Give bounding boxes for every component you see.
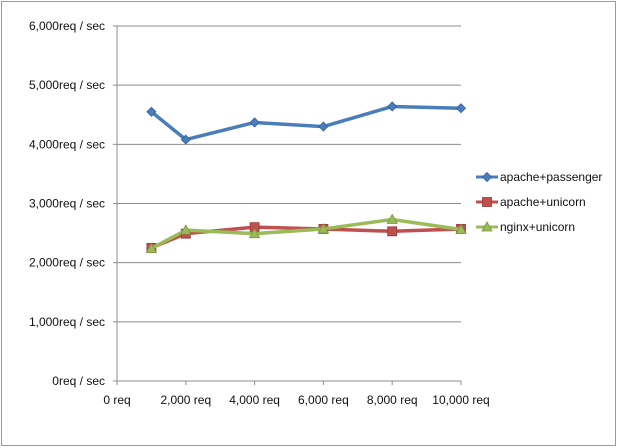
series-line [150, 217, 462, 251]
y-tick-label: 0req / sec [52, 374, 105, 388]
x-tick-label: 8,000 req [367, 393, 418, 407]
data-point [145, 242, 158, 253]
data-point [249, 117, 260, 128]
data-point [146, 106, 157, 117]
data-point [318, 121, 329, 132]
x-tick-label: 10,000 req [432, 393, 489, 407]
legend-marker [482, 197, 492, 207]
x-tick-label: 0 req [103, 393, 130, 407]
series-group [145, 101, 467, 253]
legend: apache+passenger apache+unicorn nginx+unic… [476, 170, 602, 234]
y-axis-ticks: 0req / sec 1,000req / sec 2,000req / sec 3,… [29, 19, 105, 388]
series-line [150, 225, 462, 250]
y-tick-label: 4,000req / sec [29, 137, 105, 151]
series-line [150, 104, 462, 142]
data-point [317, 223, 330, 234]
data-point [387, 226, 398, 237]
legend-item-apache-unicorn: apache+unicorn [476, 195, 586, 209]
x-tick-label: 4,000 req [229, 393, 280, 407]
legend-label: nginx+unicorn [500, 220, 575, 234]
data-point [180, 224, 192, 235]
x-tick-label: 2,000 req [160, 393, 211, 407]
y-tick-label: 1,000req / sec [29, 315, 105, 329]
legend-label: apache+passenger [500, 170, 602, 184]
axes [113, 25, 462, 385]
legend-marker [481, 171, 493, 183]
legend-marker [481, 221, 493, 232]
data-point [386, 213, 398, 224]
x-tick-label: 6,000 req [298, 393, 349, 407]
data-point [387, 101, 398, 112]
gridlines [117, 25, 461, 323]
series-apache-passenger [146, 101, 467, 145]
series-nginx-unicorn [145, 213, 467, 253]
legend-item-apache-passenger: apache+passenger [476, 170, 602, 184]
legend-item-nginx-unicorn: nginx+unicorn [476, 220, 575, 234]
x-axis-ticks: 0 req 2,000 req 4,000 req 6,000 req 8,000 re… [103, 393, 489, 407]
data-point [180, 134, 191, 145]
data-point [455, 103, 467, 114]
y-tick-label: 6,000req / sec [29, 19, 105, 33]
y-tick-label: 2,000req / sec [29, 256, 105, 270]
data-point [455, 223, 467, 234]
legend-label: apache+unicorn [500, 195, 586, 209]
y-tick-label: 3,000req / sec [29, 197, 105, 211]
series-apache-unicorn [146, 222, 466, 253]
data-point [248, 227, 261, 239]
y-tick-label: 5,000req / sec [29, 78, 105, 92]
